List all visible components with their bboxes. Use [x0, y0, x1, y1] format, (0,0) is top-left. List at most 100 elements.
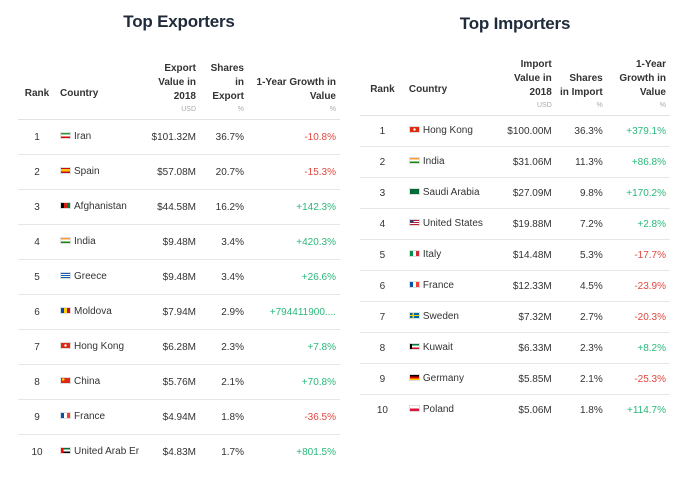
country-cell[interactable]: France	[56, 400, 140, 435]
country-name: Afghanistan	[74, 201, 127, 213]
china-flag-icon	[60, 377, 71, 385]
table-row[interactable]: 6 France $12.33M 4.5% -23.9%	[360, 271, 670, 302]
hong-kong-flag-icon	[408, 126, 420, 134]
italy-flag-icon	[408, 250, 420, 258]
country-cell[interactable]: Poland	[405, 395, 491, 426]
growth-cell: +70.8%	[301, 376, 336, 388]
spain-flag-icon	[60, 167, 71, 175]
table-row[interactable]: 1 Hong Kong $100.00M 36.3% +379.1%	[360, 116, 670, 147]
share-cell: 2.1%	[579, 373, 603, 385]
country-name: India	[422, 156, 445, 168]
country-name: Kuwait	[422, 342, 453, 354]
table-row[interactable]: 5 Greece $9.48M 3.4% +26.6%	[18, 260, 340, 295]
share-cell: 16.2%	[215, 201, 244, 213]
value-cell: $6.33M	[518, 342, 552, 354]
table-row[interactable]: 10 Poland $5.06M 1.8% +114.7%	[360, 395, 670, 426]
export-growth-header[interactable]: 1-Year Growth in Value %	[256, 77, 336, 113]
country-name: Spain	[74, 166, 100, 178]
rank-cell: 4	[379, 218, 386, 230]
rank-header[interactable]: Rank	[370, 84, 395, 95]
sweden-flag-icon	[408, 312, 420, 320]
growth-cell: +420.3%	[296, 236, 336, 248]
table-row[interactable]: 1 Iran $101.32M 36.7% -10.8%	[18, 120, 340, 155]
exporters-title: Top Exporters	[123, 12, 235, 31]
growth-cell: +26.6%	[301, 271, 336, 283]
table-row[interactable]: 9 Germany $5.85M 2.1% -25.3%	[360, 364, 670, 395]
country-name: Poland	[422, 404, 454, 416]
import-growth-header[interactable]: 1-Year Growth in Value %	[619, 59, 666, 109]
rank-cell: 2	[34, 166, 40, 178]
country-name: Hong Kong	[422, 125, 473, 137]
country-cell[interactable]: Iran	[56, 120, 140, 155]
value-cell: $9.48M	[162, 271, 196, 283]
country-cell[interactable]: Afghanistan	[56, 190, 140, 225]
importers-table-body: 1 Hong Kong $100.00M 36.3% +379.1% 2 India $31.…	[360, 116, 670, 426]
table-row[interactable]: 7 Hong Kong $6.28M 2.3% +7.8%	[18, 330, 340, 365]
importers-title: Top Importers	[459, 14, 571, 33]
rank-cell: 8	[379, 342, 386, 354]
country-name: Saudi Arabia	[422, 187, 480, 199]
country-cell[interactable]: Saudi Arabia	[405, 178, 491, 209]
table-row[interactable]: 8 Kuwait $6.33M 2.3% +8.2%	[360, 333, 670, 364]
rank-cell: 3	[379, 187, 386, 199]
country-cell[interactable]: Germany	[405, 364, 491, 395]
country-cell[interactable]: Greece	[56, 260, 140, 295]
table-row[interactable]: 7 Sweden $7.32M 2.7% -20.3%	[360, 302, 670, 333]
country-name: Italy	[422, 249, 442, 261]
country-header[interactable]: Country	[408, 84, 448, 95]
table-row[interactable]: 4 United States $19.88M 7.2% +2.8%	[360, 209, 670, 240]
table-row[interactable]: 3 Afghanistan $44.58M 16.2% +142.3%	[18, 190, 340, 225]
country-cell[interactable]: Hong Kong	[405, 116, 491, 147]
country-cell[interactable]: Kuwait	[405, 333, 491, 364]
growth-cell: -15.3%	[304, 166, 336, 178]
table-row[interactable]: 3 Saudi Arabia $27.09M 9.8% +170.2%	[360, 178, 670, 209]
france-flag-icon	[60, 412, 71, 420]
value-cell: $19.88M	[512, 218, 552, 230]
table-row[interactable]: 8 China $5.76M 2.1% +70.8%	[18, 365, 340, 400]
table-row[interactable]: 10 United Arab Er $4.83M 1.7% +801.5%	[18, 435, 340, 470]
table-row[interactable]: 5 Italy $14.48M 5.3% -17.7%	[360, 240, 670, 271]
export-share-header[interactable]: Shares in Export %	[210, 63, 244, 113]
rank-header[interactable]: Rank	[24, 88, 50, 99]
country-name: United States	[422, 218, 483, 230]
table-row[interactable]: 6 Moldova $7.94M 2.9% +794411900....	[18, 295, 340, 330]
country-cell[interactable]: United States	[405, 209, 491, 240]
country-header[interactable]: Country	[60, 88, 99, 99]
export-value-header[interactable]: Export Value in 2018 USD	[158, 63, 196, 113]
share-cell: 9.8%	[579, 187, 603, 199]
import-value-header[interactable]: Import Value in 2018 USD	[513, 59, 552, 109]
country-cell[interactable]: France	[405, 271, 491, 302]
country-name: France	[422, 280, 454, 292]
country-cell[interactable]: Italy	[405, 240, 491, 271]
country-name: Hong Kong	[74, 341, 125, 353]
share-cell: 7.2%	[579, 218, 603, 230]
growth-cell: +379.1%	[626, 125, 666, 137]
rank-cell: 6	[379, 280, 386, 292]
rank-cell: 7	[34, 341, 40, 353]
share-cell: 3.4%	[221, 236, 244, 248]
country-cell[interactable]: Moldova	[56, 295, 140, 330]
table-row[interactable]: 2 Spain $57.08M 20.7% -15.3%	[18, 155, 340, 190]
table-row[interactable]: 2 India $31.06M 11.3% +86.8%	[360, 147, 670, 178]
country-cell[interactable]: China	[56, 365, 140, 400]
country-cell[interactable]: India	[405, 147, 491, 178]
india-flag-icon	[60, 237, 71, 245]
growth-cell: -20.3%	[634, 311, 666, 323]
growth-cell: -17.7%	[634, 249, 666, 261]
value-cell: $14.48M	[512, 249, 552, 261]
share-cell: 20.7%	[215, 166, 244, 178]
share-cell: 36.3%	[574, 125, 603, 137]
table-row[interactable]: 4 India $9.48M 3.4% +420.3%	[18, 225, 340, 260]
country-cell[interactable]: Spain	[56, 155, 140, 190]
import-share-header[interactable]: Shares in Import %	[559, 73, 603, 109]
share-cell: 2.7%	[579, 311, 603, 323]
table-row[interactable]: 9 France $4.94M 1.8% -36.5%	[18, 400, 340, 435]
growth-cell: +8.2%	[637, 342, 666, 354]
country-cell[interactable]: Sweden	[405, 302, 491, 333]
country-cell[interactable]: India	[56, 225, 140, 260]
rank-cell: 6	[34, 306, 40, 318]
country-cell[interactable]: Hong Kong	[56, 330, 140, 365]
country-cell[interactable]: United Arab Er	[56, 435, 140, 470]
growth-cell: +170.2%	[626, 187, 666, 199]
country-name: Germany	[422, 373, 464, 385]
